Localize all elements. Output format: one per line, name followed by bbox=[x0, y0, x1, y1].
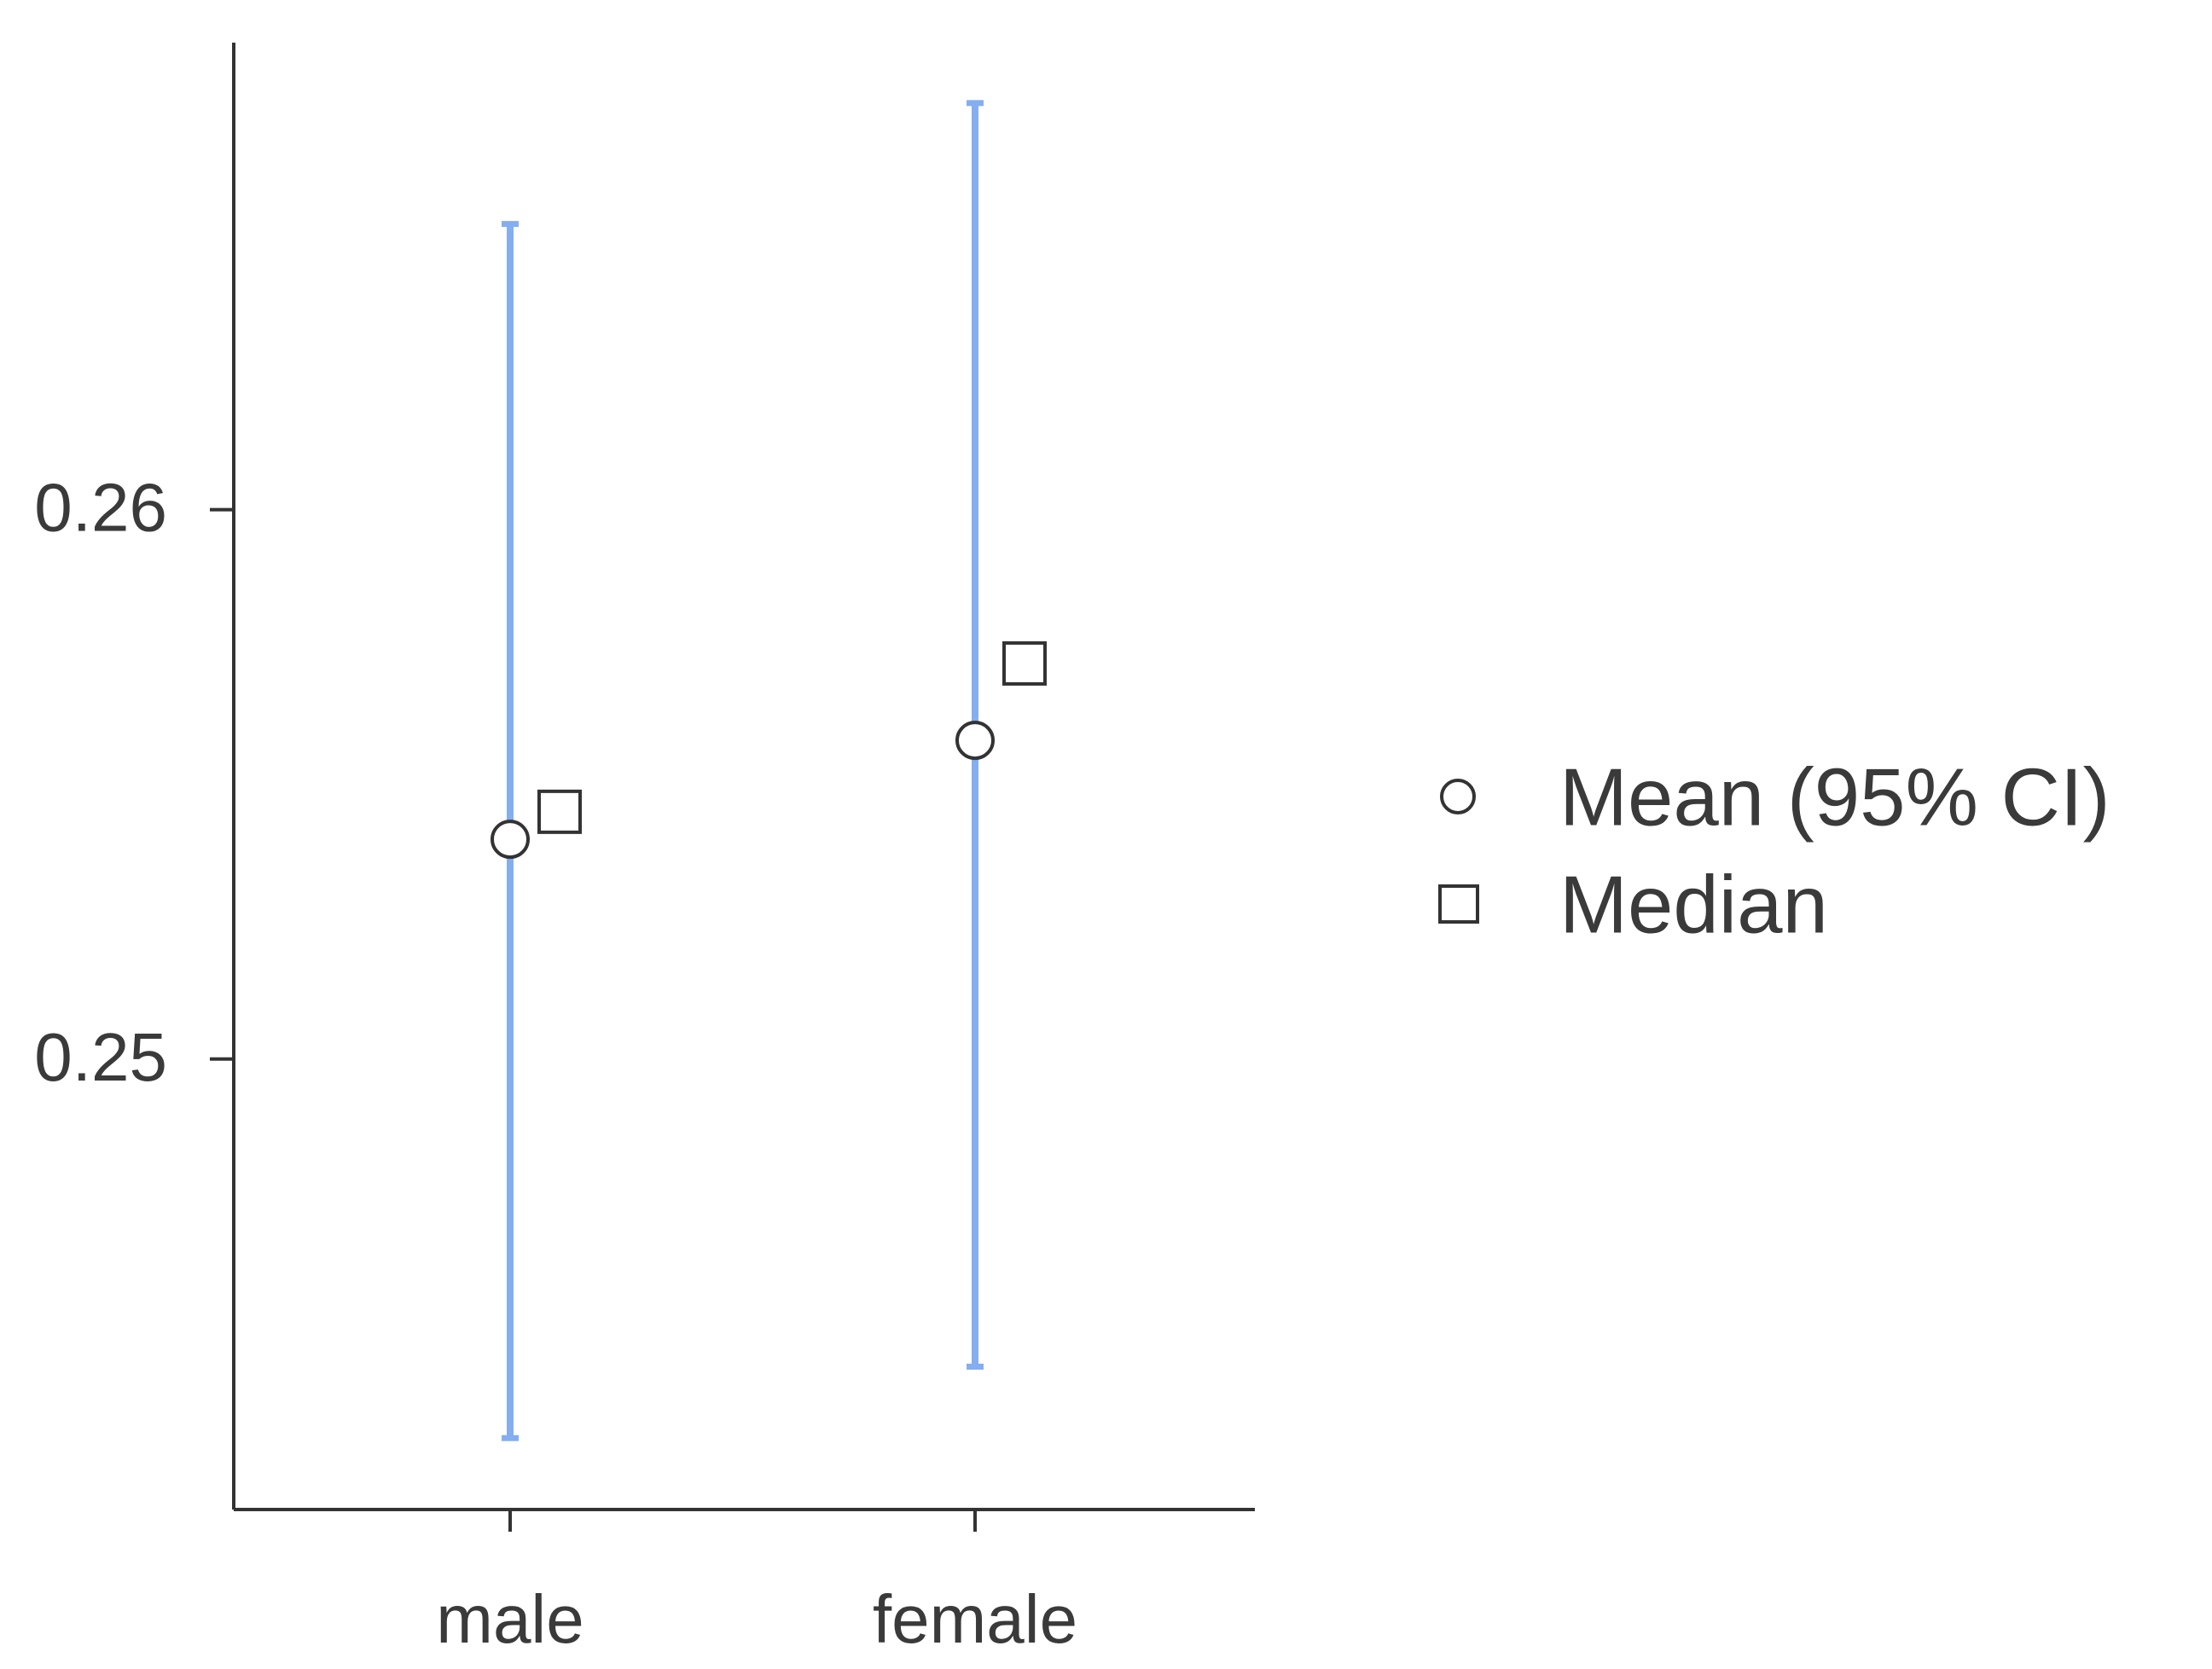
legend-label: Mean (95% CI) bbox=[1559, 751, 2110, 843]
mean-point bbox=[955, 721, 995, 761]
mean-point bbox=[491, 820, 530, 860]
legend-label: Median bbox=[1559, 859, 1828, 950]
y-tick-label: 0.26 bbox=[34, 470, 167, 546]
y-tick-label: 0.25 bbox=[34, 1019, 167, 1095]
x-tick-label: male bbox=[436, 1581, 583, 1657]
median-point bbox=[1002, 640, 1047, 686]
legend-marker bbox=[1438, 884, 1479, 924]
legend-marker bbox=[1440, 779, 1476, 814]
x-tick-label: female bbox=[873, 1581, 1077, 1657]
median-point bbox=[537, 789, 582, 834]
